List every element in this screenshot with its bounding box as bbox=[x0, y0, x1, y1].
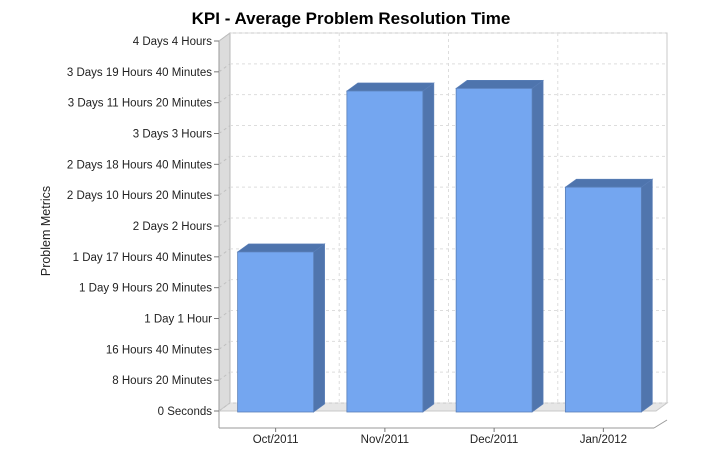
grid-line-wall-1 bbox=[218, 371, 231, 381]
chart-title: KPI - Average Problem Resolution Time bbox=[192, 9, 511, 28]
y-axis-ticks: 0 Seconds 8 Hours 20 Minutes 16 Hours 40 M… bbox=[67, 36, 219, 418]
grid-line-wall-6 bbox=[218, 217, 231, 227]
y-tick-label-5: 1 Day 17 Hours 40 Minutes bbox=[73, 252, 213, 264]
bar-3 bbox=[564, 178, 654, 413]
x-axis-corner bbox=[653, 419, 668, 429]
y-tick-label-7: 2 Days 10 Hours 20 Minutes bbox=[67, 190, 212, 202]
bar-front-1 bbox=[346, 90, 424, 413]
y-tick-label-0: 0 Seconds bbox=[158, 406, 213, 418]
grid-line-wall-0 bbox=[218, 402, 231, 412]
y-tick-label-3: 1 Day 1 Hour bbox=[144, 314, 212, 326]
grid-line-wall-9 bbox=[218, 125, 231, 134]
y-axis-label: Problem Metrics bbox=[39, 186, 53, 276]
bar-1 bbox=[345, 82, 435, 413]
bars bbox=[236, 79, 654, 413]
bar-side-3 bbox=[641, 178, 653, 413]
y-tick-label-9: 3 Days 3 Hours bbox=[133, 129, 213, 141]
grid-line-wall-2 bbox=[218, 340, 231, 350]
bar-2 bbox=[455, 79, 545, 413]
bar-0 bbox=[236, 243, 326, 413]
grid-line-wall-10 bbox=[218, 94, 231, 104]
y-tick-label-4: 1 Day 9 Hours 20 Minutes bbox=[79, 283, 212, 295]
y-tick-label-1: 8 Hours 20 Minutes bbox=[112, 375, 212, 387]
bar-top-0 bbox=[236, 243, 326, 253]
bar-top-3 bbox=[564, 178, 654, 188]
y-tick-label-8: 2 Days 18 Hours 40 Minutes bbox=[67, 159, 212, 171]
y-tick-label-11: 3 Days 19 Hours 40 Minutes bbox=[67, 67, 212, 79]
y-tick-label-10: 3 Days 11 Hours 20 Minutes bbox=[68, 98, 212, 110]
y-tick-label-12: 4 Days 4 Hours bbox=[133, 36, 213, 48]
grid-line-wall-4 bbox=[218, 279, 231, 289]
bar-top-1 bbox=[345, 82, 435, 92]
bar-side-1 bbox=[422, 82, 435, 413]
bar-side-2 bbox=[531, 79, 544, 413]
grid-line-wall-12 bbox=[218, 32, 231, 42]
bar-front-0 bbox=[237, 251, 315, 413]
grid-line-wall-11 bbox=[218, 63, 231, 73]
y-tick-label-6: 2 Days 2 Hours bbox=[133, 221, 213, 233]
bar-top-2 bbox=[455, 80, 545, 89]
x-tick-label-3: Jan/2012 bbox=[580, 434, 627, 446]
x-tick-label-0: Oct/2011 bbox=[253, 434, 299, 446]
x-axis-ticks: Oct/2011 Nov/2011 Dec/2011 Jan/2012 bbox=[253, 428, 627, 446]
grid-line-wall-3 bbox=[218, 310, 231, 319]
y-tick-label-2: 16 Hours 40 Minutes bbox=[106, 344, 212, 356]
grid-line-wall-7 bbox=[218, 186, 231, 196]
bar-side-0 bbox=[313, 243, 325, 413]
grid-line-wall-8 bbox=[218, 155, 231, 165]
bar-front-3 bbox=[564, 186, 642, 413]
x-tick-label-1: Nov/2011 bbox=[361, 434, 409, 446]
bar-front-2 bbox=[455, 87, 533, 413]
x-tick-label-2: Dec/2011 bbox=[470, 434, 518, 446]
grid-line-wall-5 bbox=[218, 248, 231, 258]
